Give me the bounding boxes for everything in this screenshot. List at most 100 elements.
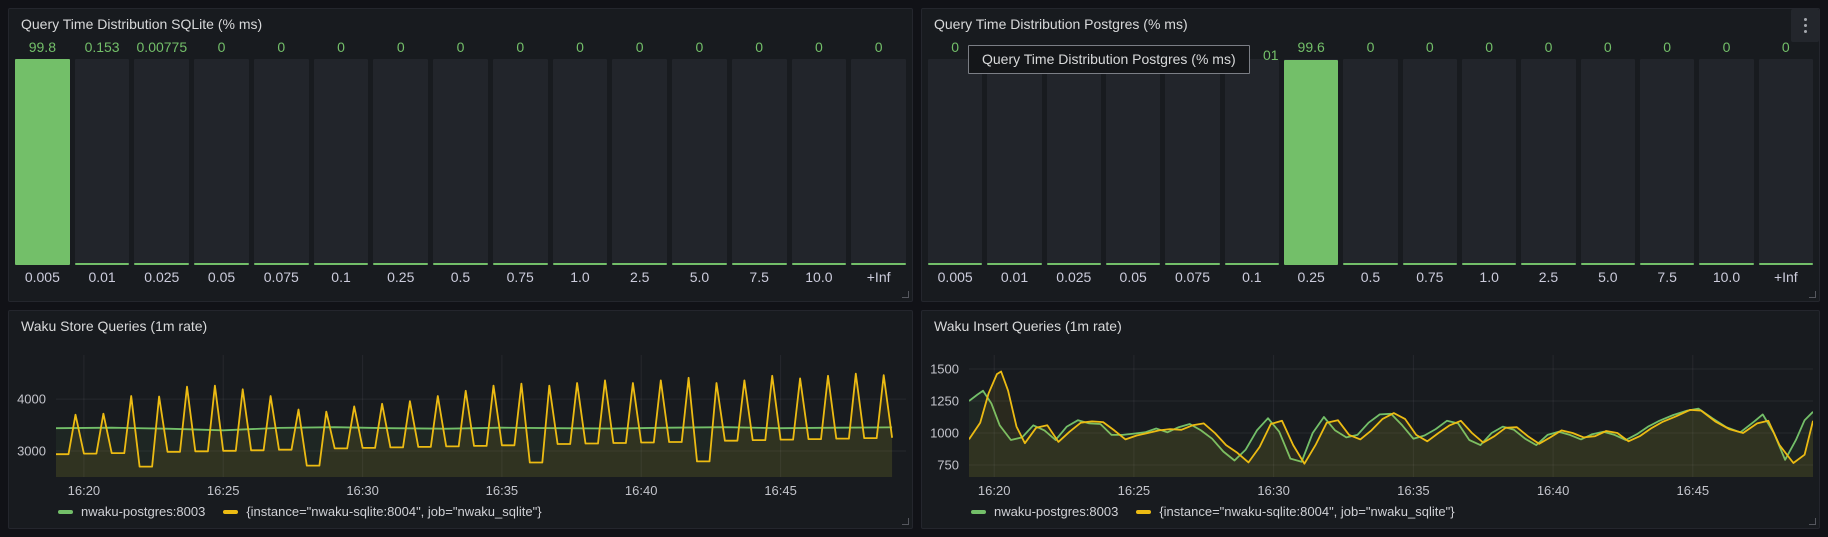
legend-swatch-icon	[223, 509, 239, 514]
hist-bar	[1699, 59, 1754, 265]
legend-swatch-icon	[58, 509, 73, 514]
hist-bar	[851, 59, 906, 265]
legend-item[interactable]: nwaku-postgres:8003	[58, 504, 205, 519]
y-axis-tick-label: 1000	[930, 425, 959, 441]
hist-value-label: 0	[337, 39, 345, 55]
hist-bar	[492, 59, 548, 265]
hist-bar-fill	[313, 263, 369, 265]
hist-value-label: 99.8	[28, 39, 56, 55]
panel-waku-store-queries: Waku Store Queries (1m rate) 3000 4000 16…	[8, 310, 913, 529]
hist-bar	[791, 59, 847, 265]
hist-value-label: 0	[1603, 39, 1612, 55]
time-series-plot	[968, 355, 1814, 482]
hist-value-label: 0	[1722, 39, 1731, 55]
hist-bar	[987, 59, 1042, 265]
hist-bucket-label: 0.05	[1119, 269, 1147, 285]
histogram-column: 0 +Inf	[851, 35, 906, 289]
legend: nwaku-postgres:8003 {instance="nwaku-sqli…	[58, 504, 542, 519]
panel-resize-handle[interactable]	[902, 291, 909, 298]
y-axis-tick-label: 1250	[930, 393, 959, 409]
hist-bar	[1105, 59, 1161, 265]
hist-value-label: 0.00775	[136, 39, 188, 55]
hist-bar	[15, 59, 70, 265]
hist-bucket-label: 2.5	[629, 269, 650, 285]
legend-swatch-icon	[971, 509, 986, 514]
hist-bar	[74, 59, 130, 265]
hist-bucket-label: 7.5	[749, 269, 769, 285]
hist-bucket-label: 7.5	[1657, 269, 1677, 285]
hist-bucket-label: 0.25	[1297, 269, 1325, 285]
panel-title[interactable]: Waku Store Queries (1m rate)	[21, 318, 208, 334]
series-line-1	[968, 370, 1814, 465]
series-fill-1	[969, 371, 1813, 477]
hist-bucket-label: 1.0	[570, 269, 590, 285]
panel-title[interactable]: Query Time Distribution SQLite (% ms)	[21, 16, 263, 32]
series-line-1	[56, 372, 893, 468]
histogram-column: 0.025	[1046, 35, 1101, 289]
hist-bar	[928, 59, 983, 265]
legend-item[interactable]: nwaku-postgres:8003	[971, 504, 1118, 519]
series-line-0	[968, 389, 1814, 463]
histogram-column: 0 2.5	[612, 35, 668, 289]
legend-item[interactable]: {instance="nwaku-sqlite:8004", job="nwak…	[1136, 504, 1455, 519]
panel-menu-kebab-icon[interactable]	[1791, 9, 1819, 42]
histogram-column: 0 0.05	[194, 35, 249, 289]
y-axis: 3000 4000	[9, 355, 51, 477]
hist-value-label: 0	[874, 39, 883, 55]
hist-bar-fill	[1758, 263, 1813, 265]
hist-bar	[1343, 59, 1398, 265]
x-axis-tick-label: 16:30	[1257, 483, 1290, 498]
hist-value-label: 0	[217, 39, 226, 55]
histogram-column: 0.153 0.01	[74, 35, 130, 289]
panel-resize-handle[interactable]	[1809, 518, 1816, 525]
hist-bucket-label: 0.075	[263, 269, 299, 285]
histogram-column: 0 7.5	[731, 35, 787, 289]
y-axis: 750 1000 1250 1500	[922, 355, 964, 477]
hist-bar-fill	[791, 263, 847, 265]
hist-bar-fill	[1699, 263, 1754, 265]
hist-bar-fill	[731, 263, 787, 265]
histogram-column: 0.1	[1224, 35, 1279, 289]
hist-bucket-label: +Inf	[1773, 269, 1798, 285]
histogram-column: 0 2.5	[1521, 35, 1576, 289]
panel-resize-handle[interactable]	[1809, 291, 1816, 298]
hist-bar	[1639, 59, 1695, 265]
hist-bucket-label: 0.01	[88, 269, 116, 285]
hist-bucket-label: 0.05	[207, 269, 236, 285]
hist-value-label: 0	[635, 39, 644, 55]
panel-title[interactable]: Waku Insert Queries (1m rate)	[934, 318, 1122, 334]
hist-bar	[1283, 59, 1339, 265]
hist-bar-fill	[1283, 59, 1339, 265]
hist-bar-fill	[74, 262, 130, 265]
histogram-column: 0 10.0	[791, 35, 847, 289]
hist-value-label: 0	[755, 39, 764, 55]
panel-query-time-distribution-sqlite: Query Time Distribution SQLite (% ms) 99…	[8, 8, 913, 302]
hist-bar-fill	[15, 59, 70, 265]
legend-item[interactable]: {instance="nwaku-sqlite:8004", job="nwak…	[223, 504, 542, 519]
hist-bucket-label: 5.0	[1598, 269, 1618, 285]
hist-bar	[373, 59, 429, 265]
hist-value-label: 0	[1366, 39, 1375, 55]
hist-bar	[672, 59, 727, 265]
hist-bucket-label: 0.075	[1174, 269, 1211, 285]
hist-bar-fill	[1402, 263, 1457, 265]
panel-title[interactable]: Query Time Distribution Postgres (% ms)	[934, 16, 1188, 32]
histogram-column: 0 0.5	[1343, 35, 1398, 289]
x-axis-tick-label: 16:30	[346, 483, 379, 498]
histogram-column: 0.05	[1105, 35, 1161, 289]
hist-bar	[1046, 59, 1101, 265]
hist-bar	[612, 59, 668, 265]
histogram: 0 0.005 0.01 0.025 0.05 0.075 0.1 99.6 0.25 0 0.5 0…	[928, 35, 1813, 289]
hist-bucket-label: 10.0	[1712, 269, 1741, 285]
hist-bar-fill	[612, 263, 668, 265]
hist-value-label: 0	[1485, 39, 1494, 55]
hist-bar	[253, 59, 309, 265]
histogram-column: 0 0.5	[433, 35, 488, 289]
panel-waku-insert-queries: Waku Insert Queries (1m rate) 750 1000 125…	[921, 310, 1820, 529]
histogram-column: 0 5.0	[672, 35, 727, 289]
hist-bar-fill	[1224, 263, 1279, 265]
hist-bar	[194, 59, 249, 265]
hist-bar-fill	[552, 263, 608, 265]
panel-resize-handle[interactable]	[902, 518, 909, 525]
histogram: 99.8 0.005 0.153 0.01 0.00775 0.025 0 0.05 0 0.07…	[15, 35, 906, 289]
